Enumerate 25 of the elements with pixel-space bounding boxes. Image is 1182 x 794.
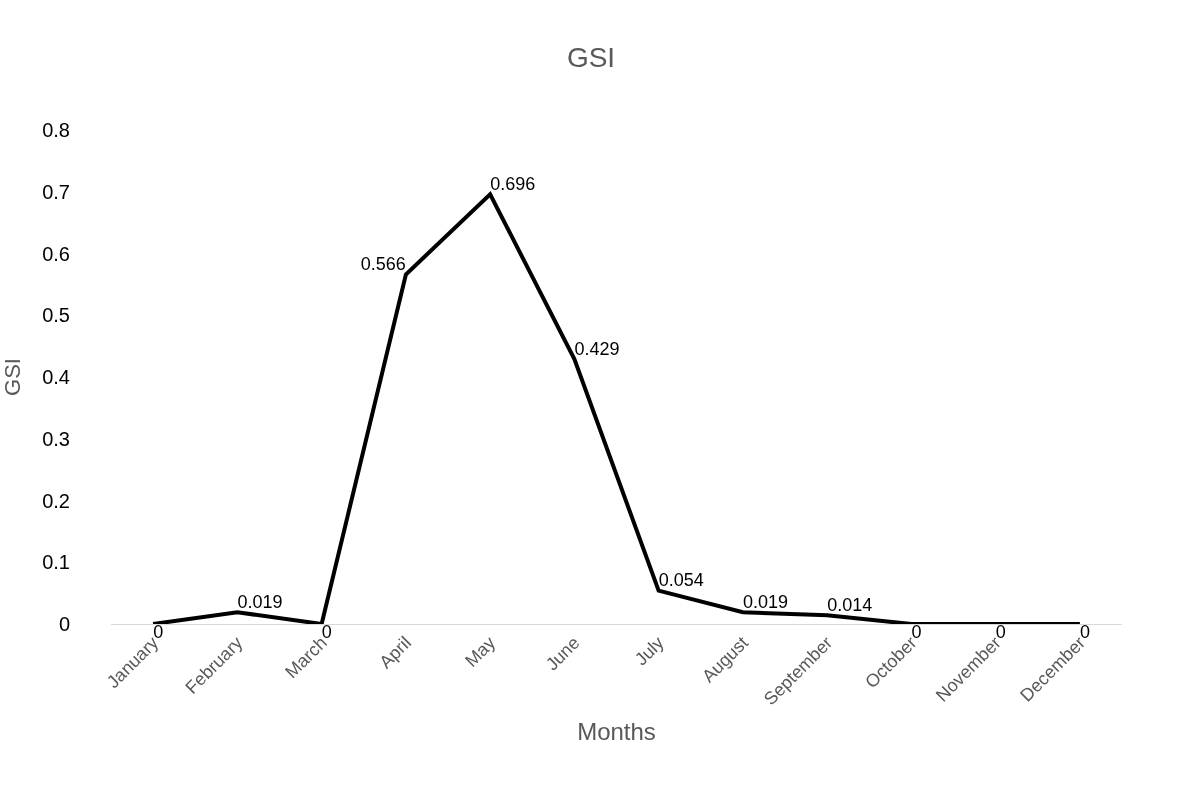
y-tick-label: 0.1 — [42, 551, 70, 574]
y-axis-title: GSI — [0, 358, 25, 396]
data-label: 0.566 — [360, 254, 406, 274]
data-label: 0.019 — [237, 591, 283, 612]
y-tick-label: 0.5 — [42, 304, 70, 327]
data-label: 0.429 — [574, 338, 620, 359]
y-tick-label: 0.7 — [42, 180, 70, 203]
data-label: 0.054 — [658, 570, 704, 591]
y-tick-label: 0.8 — [42, 119, 70, 141]
data-label: 0 — [995, 621, 1006, 642]
data-label: 0 — [911, 621, 922, 642]
y-tick-label: 0.3 — [42, 427, 70, 450]
data-label: 0.014 — [827, 594, 873, 615]
data-label: 0 — [1079, 621, 1090, 642]
chart-title: GSI — [566, 42, 616, 74]
y-tick-label: 0.6 — [42, 242, 70, 265]
y-tick-label: 0 — [58, 613, 70, 635]
data-label: 0.019 — [742, 591, 788, 612]
y-tick-label: 0.2 — [42, 489, 70, 512]
x-axis-title: Months — [577, 718, 656, 746]
line-series — [151, 192, 1082, 624]
data-label: 0.696 — [490, 173, 536, 194]
x-tick-label: July — [631, 632, 668, 670]
x-tick-label: May — [461, 632, 500, 671]
y-tick-label: 0.4 — [42, 366, 70, 388]
